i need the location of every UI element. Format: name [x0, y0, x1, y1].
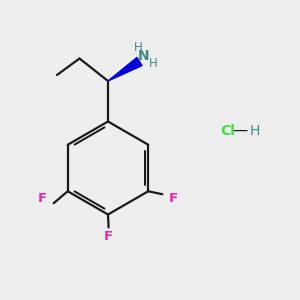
Text: F: F — [104, 230, 113, 244]
Polygon shape — [108, 57, 142, 81]
Text: —: — — [232, 123, 247, 138]
Text: F: F — [169, 192, 178, 205]
Text: H: H — [250, 124, 260, 137]
Text: H: H — [148, 57, 158, 70]
Text: Cl: Cl — [220, 124, 236, 137]
Text: N: N — [137, 49, 149, 63]
Text: H: H — [134, 40, 142, 54]
Text: F: F — [38, 192, 47, 205]
